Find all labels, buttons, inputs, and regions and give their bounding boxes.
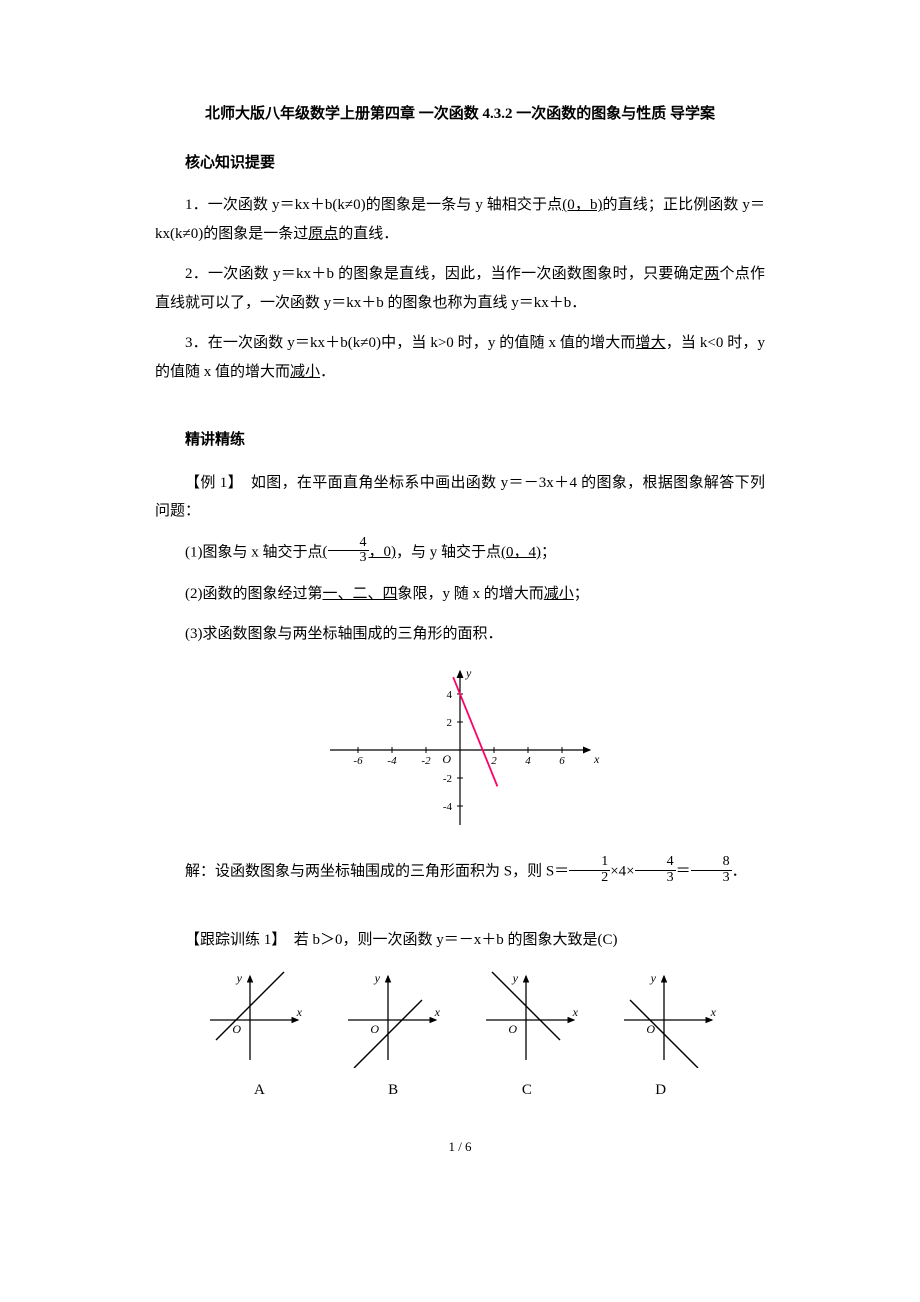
answer: (0，b) xyxy=(562,197,602,213)
svg-text:y: y xyxy=(465,666,472,680)
ex1-lead: 【例 1】 如图，在平面直角坐标系中画出函数 y＝－3x＋4 的图象，根据图象解… xyxy=(155,469,765,526)
label-d: D xyxy=(596,1076,726,1105)
svg-text:x: x xyxy=(709,1005,716,1019)
core-p3: 3．在一次函数 y＝kx＋b(k≠0)中，当 k>0 时，y 的值随 x 值的增… xyxy=(155,329,765,386)
text: 象限，y 随 x 的增大而 xyxy=(398,586,544,602)
answer: (0，4) xyxy=(501,544,541,560)
svg-text:y: y xyxy=(649,971,656,985)
coordinate-graph: -6 -4 -2 2 4 6 2 4 -2 -4 Ox y xyxy=(320,665,600,835)
text: ． xyxy=(320,364,335,380)
ex1-q1: (1)图象与 x 轴交于点(43，0)，与 y 轴交于点(0，4)； xyxy=(155,538,765,568)
ex1-q3: (3)求函数图象与两坐标轴围成的三角形的面积． xyxy=(155,620,765,649)
text: 1．一次函数 y＝kx＋b(k≠0)的图象是一条与 y 轴相交于点 xyxy=(185,197,562,213)
text: 解：设函数图象与两坐标轴围成的三角形面积为 S，则 S＝ xyxy=(185,864,569,880)
svg-text:-4: -4 xyxy=(387,755,397,767)
svg-text:-6: -6 xyxy=(353,755,363,767)
ex1-q2: (2)函数的图象经过第一、二、四象限，y 随 x 的增大而减小； xyxy=(155,580,765,609)
track1-choices: x y O x y O x y O x y O xyxy=(155,968,765,1068)
fraction: 43 xyxy=(635,855,676,885)
doc-title: 北师大版八年级数学上册第四章 一次函数 4.3.2 一次函数的图象与性质 导学案 xyxy=(155,100,765,129)
page-number: 1 / 6 xyxy=(155,1135,765,1160)
answer: 一、二、四 xyxy=(323,586,398,602)
svg-text:6: 6 xyxy=(559,755,565,767)
fraction: 12 xyxy=(569,855,610,885)
ex1-graph: -6 -4 -2 2 4 6 2 4 -2 -4 Ox y xyxy=(155,665,765,846)
svg-text:O: O xyxy=(370,1022,379,1036)
core-p2: 2．一次函数 y＝kx＋b 的图象是直线，因此，当作一次函数图象时，只要确定两个… xyxy=(155,260,765,317)
choice-graph-c: x y O xyxy=(474,968,584,1068)
answer: 两 xyxy=(704,266,719,282)
label-a: A xyxy=(194,1076,324,1105)
text: ． xyxy=(732,864,747,880)
ex1-solution: 解：设函数图象与两坐标轴围成的三角形面积为 S，则 S＝12×4×43＝83． xyxy=(155,857,765,887)
svg-text:O: O xyxy=(442,752,451,766)
text: (1)图象与 x 轴交于点 xyxy=(185,544,323,560)
choice-graph-b: x y O xyxy=(336,968,446,1068)
text: ＝ xyxy=(676,864,691,880)
svg-text:4: 4 xyxy=(447,689,453,701)
text: ； xyxy=(541,544,556,560)
choice-graph-d: xyO xyxy=(612,968,722,1068)
text: 2．一次函数 y＝kx＋b 的图象是直线，因此，当作一次函数图象时，只要确定 xyxy=(185,266,704,282)
answer: 减小 xyxy=(290,364,320,380)
svg-text:y: y xyxy=(512,971,519,985)
svg-text:-2: -2 xyxy=(421,755,431,767)
core-p1: 1．一次函数 y＝kx＋b(k≠0)的图象是一条与 y 轴相交于点(0，b) 的直… xyxy=(155,191,765,248)
page: 北师大版八年级数学上册第四章 一次函数 4.3.2 一次函数的图象与性质 导学案… xyxy=(0,0,920,1199)
svg-text:-2: -2 xyxy=(443,773,452,785)
text: ×4× xyxy=(610,864,634,880)
core-heading: 核心知识提要 xyxy=(155,149,765,178)
choice-graph-a: x y O xyxy=(198,968,308,1068)
lecture-heading: 精讲精练 xyxy=(155,426,765,455)
svg-text:y: y xyxy=(374,971,381,985)
answer: 减小 xyxy=(544,586,574,602)
label-b: B xyxy=(328,1076,458,1105)
svg-text:2: 2 xyxy=(491,755,497,767)
choice-labels: A B C D xyxy=(155,1076,765,1105)
text: 的直线． xyxy=(338,226,398,242)
text: ； xyxy=(574,586,589,602)
fraction: 83 xyxy=(691,855,732,885)
svg-text:x: x xyxy=(296,1005,303,1019)
text: 3．在一次函数 y＝kx＋b(k≠0)中，当 k>0 时，y 的值随 x 值的增… xyxy=(185,335,636,351)
text: ，与 y 轴交于点 xyxy=(396,544,501,560)
answer: (43，0) xyxy=(323,544,397,560)
svg-text:4: 4 xyxy=(525,755,531,767)
svg-text:O: O xyxy=(508,1022,517,1036)
text: (2)函数的图象经过第 xyxy=(185,586,323,602)
svg-text:2: 2 xyxy=(447,717,453,729)
svg-text:-4: -4 xyxy=(443,801,453,813)
track1-text: 【跟踪训练 1】 若 b＞0，则一次函数 y＝－x＋b 的图象大致是(C) xyxy=(155,926,765,955)
svg-text:x: x xyxy=(593,752,600,766)
label-c: C xyxy=(462,1076,592,1105)
svg-text:y: y xyxy=(236,971,243,985)
answer: 增大 xyxy=(636,335,666,351)
svg-text:O: O xyxy=(233,1022,242,1036)
svg-text:x: x xyxy=(434,1005,441,1019)
svg-text:x: x xyxy=(572,1005,579,1019)
answer: 原点 xyxy=(308,226,338,242)
